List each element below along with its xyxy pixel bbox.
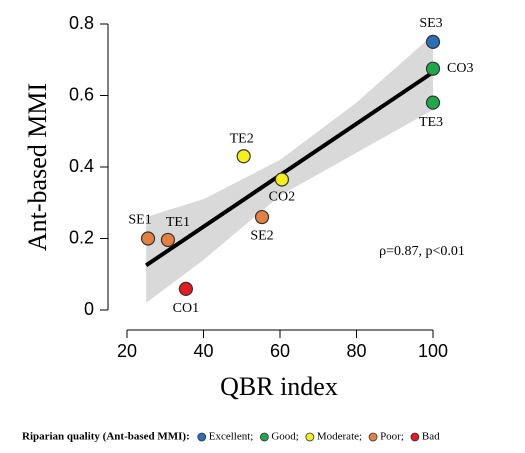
- legend-label: Excellent;: [209, 431, 254, 443]
- x-axis-title: QBR index: [220, 372, 338, 401]
- legend-title: Riparian quality (Ant-based MMI):: [22, 431, 190, 443]
- x-tick-label: 60: [270, 341, 290, 361]
- y-tick-label: 0.6: [69, 84, 94, 104]
- x-tick-label: 40: [193, 341, 213, 361]
- y-tick-label: 0.2: [69, 227, 94, 247]
- x-tick-label: 100: [418, 341, 448, 361]
- point: [236, 149, 251, 164]
- legend-label: Bad: [422, 431, 440, 443]
- point-label: CO3: [447, 61, 473, 76]
- x-tick-label: 20: [117, 341, 137, 361]
- x-tick-label: 80: [346, 341, 366, 361]
- point: [254, 209, 270, 225]
- y-axis-title: Ant-based MMI: [23, 83, 52, 251]
- legend-label: Poor;: [380, 431, 404, 443]
- y-tick-label: 0.8: [69, 13, 94, 33]
- point: [425, 61, 441, 76]
- fit-line: [145, 70, 435, 267]
- legend-label: Moderate;: [317, 431, 362, 443]
- point-label: CO1: [173, 301, 199, 316]
- point-label: TE2: [230, 131, 254, 146]
- point: [425, 95, 441, 110]
- point: [140, 231, 156, 246]
- point-label: SE3: [419, 16, 442, 31]
- point-label: TE3: [419, 115, 443, 130]
- legend-marker: [410, 432, 420, 442]
- point: [274, 172, 290, 187]
- point: [160, 232, 176, 248]
- legend-marker: [259, 432, 269, 442]
- point-label: SE2: [250, 228, 273, 243]
- point: [178, 281, 194, 297]
- legend-marker: [368, 432, 378, 442]
- legend-label: Good;: [271, 431, 299, 443]
- annotation: ρ=0.87, p<0.01: [379, 244, 465, 259]
- point-label: TE1: [166, 215, 190, 230]
- legend-marker: [305, 432, 315, 442]
- legend-marker: [197, 432, 207, 442]
- point-label: SE1: [128, 213, 151, 228]
- y-tick-label: 0.4: [69, 156, 94, 176]
- point: [425, 34, 441, 49]
- y-tick-label: 0: [84, 299, 94, 319]
- point-label: CO2: [269, 190, 295, 205]
